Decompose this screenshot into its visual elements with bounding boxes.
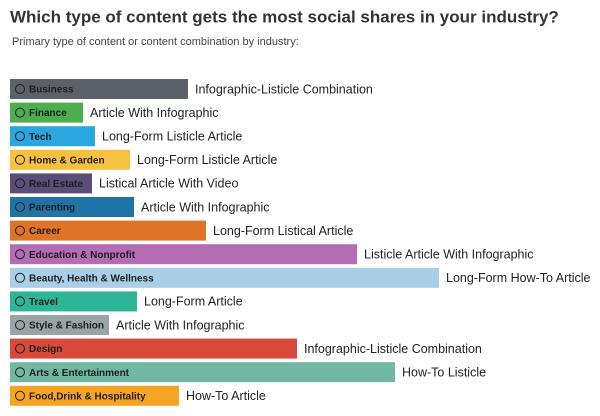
category-icon [15, 131, 25, 142]
category-icon [15, 249, 25, 260]
content-label: Long-Form Article [144, 295, 243, 309]
category-label: Education & Nonprofit [29, 250, 136, 261]
category-icon [15, 320, 25, 330]
content-label: Long-Form How-To Article [446, 271, 591, 285]
bar [10, 126, 95, 147]
category-icon [15, 202, 25, 212]
bar [10, 149, 130, 170]
category-label: Design [29, 344, 62, 355]
content-label: Infographic-Listicle Combination [195, 82, 373, 96]
bar [10, 197, 134, 217]
bar [10, 102, 83, 123]
category-icon [15, 154, 25, 165]
category-label: Home & Garden [29, 155, 105, 166]
bar [10, 244, 357, 265]
category-label: Real Estate [29, 179, 83, 190]
category-label: Food,Drink & Hospitality [29, 391, 146, 402]
category-icon [15, 178, 25, 189]
category-icon [15, 343, 25, 354]
category-icon [15, 390, 25, 401]
content-label: Article With Infographic [141, 200, 270, 214]
content-label: Listical Article With Video [99, 177, 238, 191]
bar [10, 291, 137, 312]
category-label: Tech [29, 132, 52, 143]
content-label: Long-Form Listicle Article [137, 153, 277, 167]
content-label: Long-Form Listicle Article [102, 129, 242, 143]
category-label: Finance [29, 108, 67, 119]
category-icon [15, 367, 25, 378]
bar [10, 362, 395, 383]
content-label: Article With Infographic [90, 106, 219, 120]
category-icon [15, 272, 25, 283]
chart-subtitle: Primary type of content or content combi… [12, 36, 299, 48]
category-label: Career [29, 226, 61, 237]
category-label: Travel [29, 297, 58, 308]
category-icon [15, 225, 25, 236]
content-label: How-To Article [186, 389, 266, 403]
content-label: Listicle Article With Infographic [364, 247, 534, 261]
category-icon [15, 296, 25, 307]
bar [10, 338, 297, 359]
content-label: How-To Listicle [402, 365, 486, 379]
bar [10, 173, 92, 194]
bar [10, 267, 439, 288]
category-label: Style & Fashion [29, 321, 104, 332]
bar [10, 315, 109, 335]
category-label: Parenting [29, 203, 75, 214]
category-label: Beauty, Health & Wellness [29, 273, 154, 284]
bar [10, 220, 206, 241]
content-label: Article With Infographic [116, 318, 245, 332]
category-label: Business [29, 85, 74, 96]
category-icon [15, 84, 25, 94]
content-label: Infographic-Listicle Combination [304, 342, 482, 356]
bar [10, 385, 179, 406]
chart-title: Which type of content gets the most soci… [10, 7, 559, 26]
category-label: Arts & Entertainment [29, 368, 130, 379]
content-label: Long-Form Listical Article [213, 224, 353, 238]
bar [10, 79, 188, 99]
category-icon [15, 107, 25, 118]
